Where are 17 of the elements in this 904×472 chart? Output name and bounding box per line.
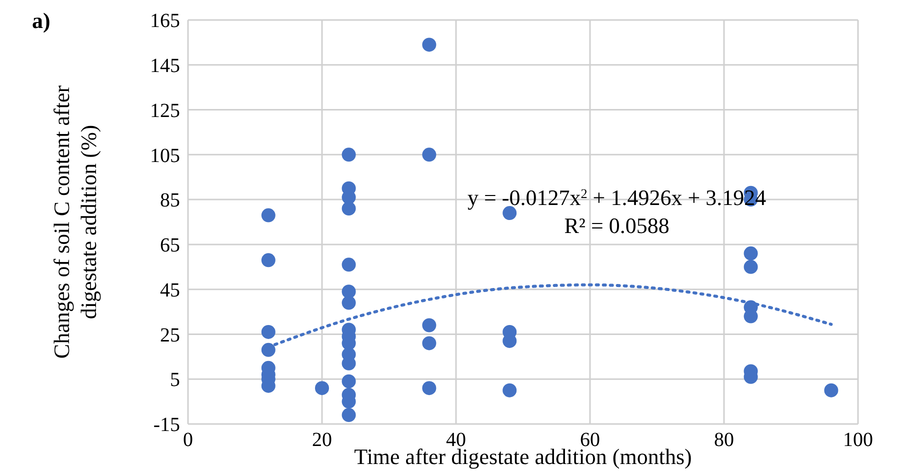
y-tick-label: 5 — [170, 369, 180, 392]
annotation: R² = 0.0588 — [563, 212, 670, 240]
y-tick-label: 105 — [150, 144, 180, 167]
y-tick-label: 65 — [160, 234, 180, 257]
x-tick-label: 0 — [183, 429, 193, 452]
chart-title: a) — [32, 8, 50, 34]
y-tick-label: 45 — [160, 279, 180, 302]
y-tick-label: 85 — [160, 190, 180, 212]
y-axis-title: Changes of soil C content after digestate addition (%) — [48, 84, 102, 361]
x-tick-label: 80 — [714, 429, 734, 452]
y-tick-label: 25 — [160, 324, 180, 346]
y-tick-label: 165 — [150, 10, 180, 32]
y-tick-label: 125 — [150, 100, 180, 122]
y-tick-label: -15 — [153, 414, 180, 436]
y-tick-label: 145 — [150, 54, 180, 77]
x-tick-label: 20 — [312, 429, 332, 452]
x-tick-label: 100 — [843, 429, 873, 452]
